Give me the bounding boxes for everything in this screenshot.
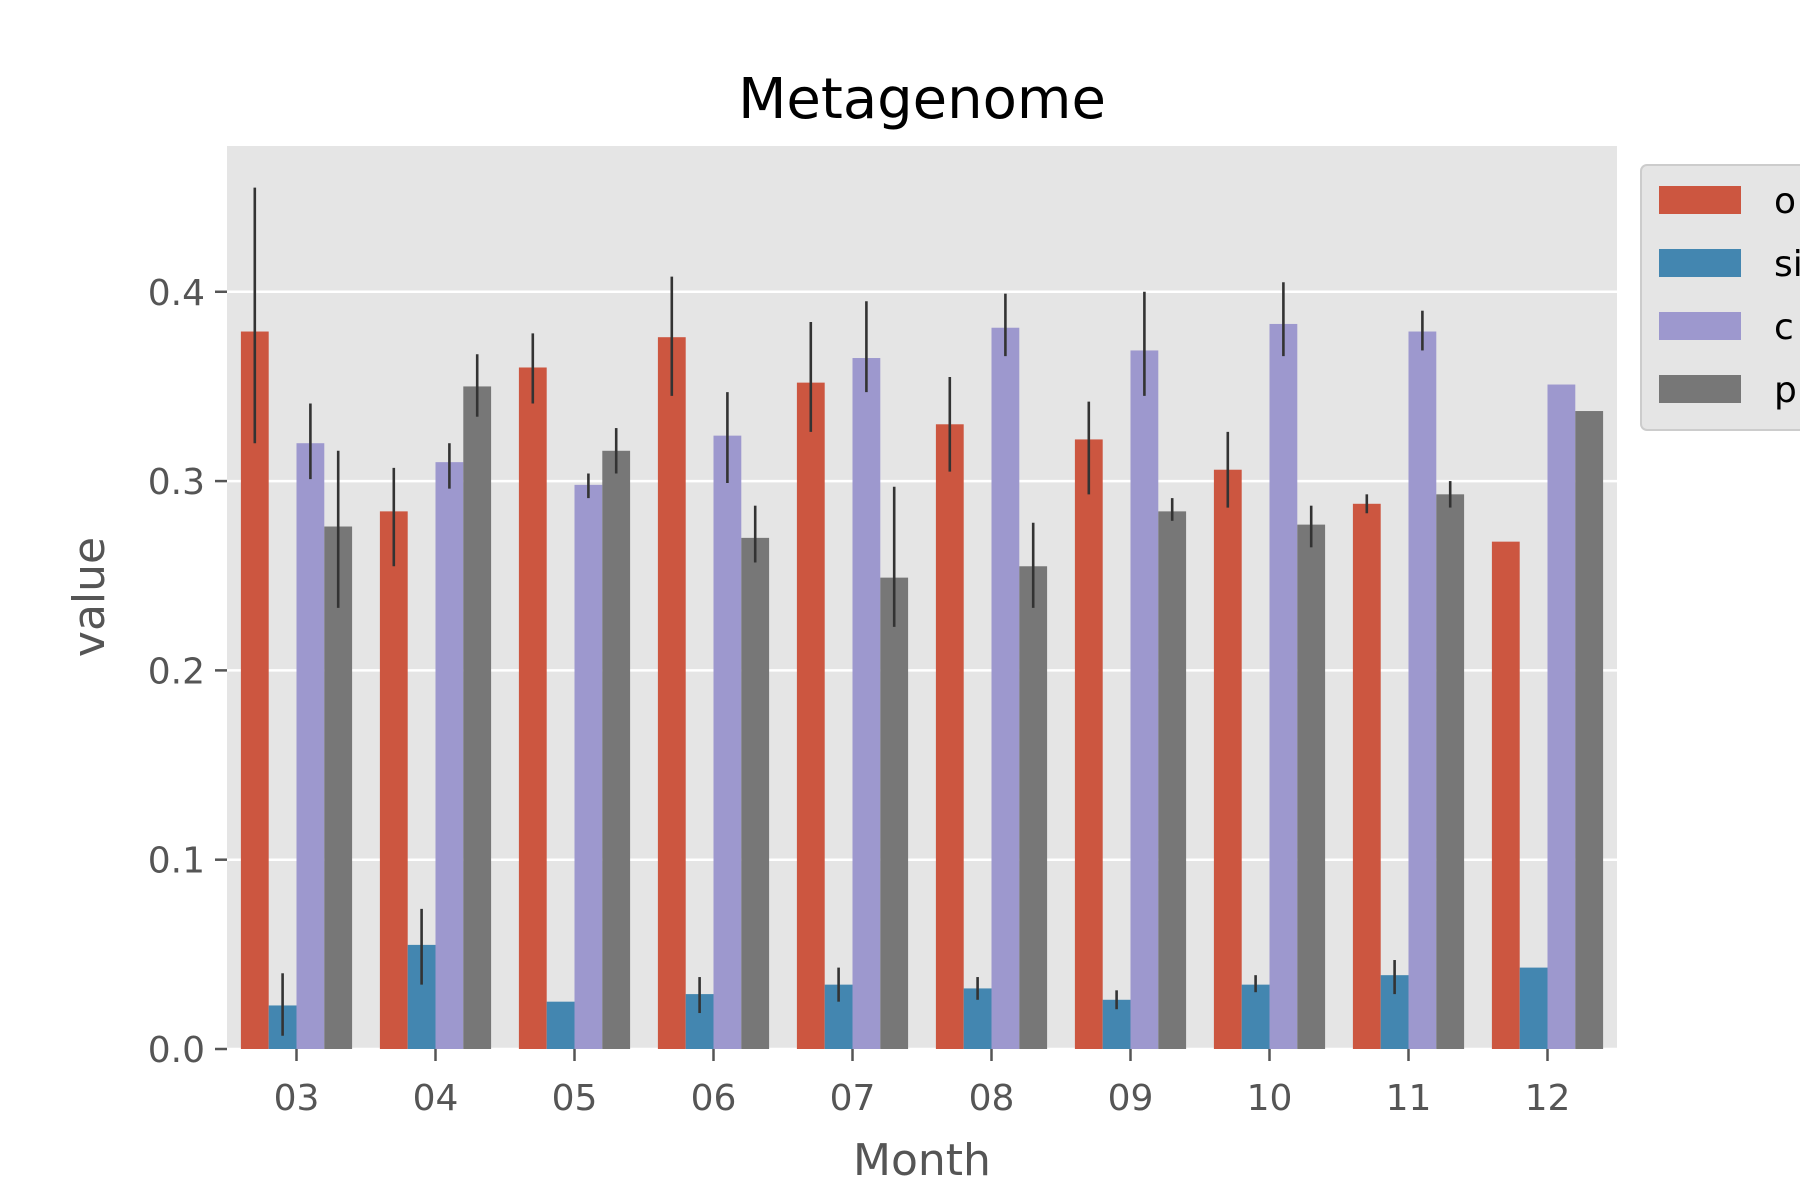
bar (796, 382, 825, 1049)
bar (379, 511, 408, 1050)
x-axis-label: Month (853, 1135, 991, 1186)
x-tick-label: 08 (969, 1078, 1015, 1119)
legend-box (1640, 164, 1800, 431)
x-tick-label: 04 (413, 1078, 459, 1119)
chart-title: Metagenome (738, 67, 1106, 132)
bar (1269, 323, 1298, 1049)
x-tick-label: 10 (1247, 1078, 1293, 1119)
bar (574, 484, 603, 1049)
error-bars (253, 187, 1452, 1036)
legend-swatch (1659, 249, 1741, 277)
bar (852, 358, 881, 1049)
legend-label: p (1774, 370, 1797, 411)
y-tick-label: 0.2 (148, 651, 205, 692)
bar (1519, 967, 1548, 1049)
bar (1547, 384, 1576, 1049)
bar (1130, 350, 1159, 1049)
legend-swatch (1659, 186, 1741, 214)
y-axis-label: value (64, 537, 115, 657)
bar (296, 443, 325, 1049)
bar (1575, 411, 1604, 1049)
bar (324, 526, 353, 1049)
y-tick-label: 0.4 (148, 273, 205, 314)
bar (435, 462, 464, 1049)
bar (546, 1001, 575, 1049)
bar (1213, 469, 1242, 1049)
bar (935, 424, 964, 1049)
bar (1074, 439, 1103, 1049)
bar (1491, 541, 1520, 1049)
bar (1158, 511, 1187, 1050)
legend-label: o (1774, 181, 1796, 222)
bar (1352, 503, 1381, 1049)
bar (657, 337, 686, 1049)
x-tick-label: 11 (1386, 1078, 1432, 1119)
x-tick-label: 05 (552, 1078, 598, 1119)
bar (463, 386, 492, 1049)
x-tick-label: 07 (830, 1078, 876, 1119)
y-axis: 0.0 0.1 0.2 0.3 0.4 (148, 273, 227, 1071)
bar (713, 435, 742, 1050)
x-tick-label: 06 (691, 1078, 737, 1119)
legend: o si cp (1640, 164, 1800, 431)
y-tick-label: 0.1 (148, 841, 205, 882)
y-tick-label: 0.0 (148, 1030, 205, 1071)
legend-swatch (1659, 375, 1741, 403)
x-tick-label: 12 (1525, 1078, 1571, 1119)
legend-label: c (1774, 307, 1794, 348)
bar (741, 537, 770, 1049)
bar (602, 450, 631, 1050)
bar (1297, 524, 1326, 1049)
y-tick-label: 0.3 (148, 462, 205, 503)
x-axis: 03 04 05 06 07 08 09 10 11 12 (274, 1049, 1571, 1119)
bars (240, 323, 1604, 1050)
bar (1436, 494, 1465, 1050)
x-tick-label: 03 (274, 1078, 320, 1119)
bar (1408, 331, 1437, 1050)
bar (518, 367, 547, 1049)
legend-label: si (1774, 244, 1800, 285)
bar (1241, 984, 1270, 1049)
bar (240, 331, 269, 1050)
bar (991, 327, 1020, 1049)
x-tick-label: 09 (1108, 1078, 1154, 1119)
legend-swatch (1659, 312, 1741, 340)
bar (880, 577, 909, 1049)
bar (1019, 566, 1048, 1049)
